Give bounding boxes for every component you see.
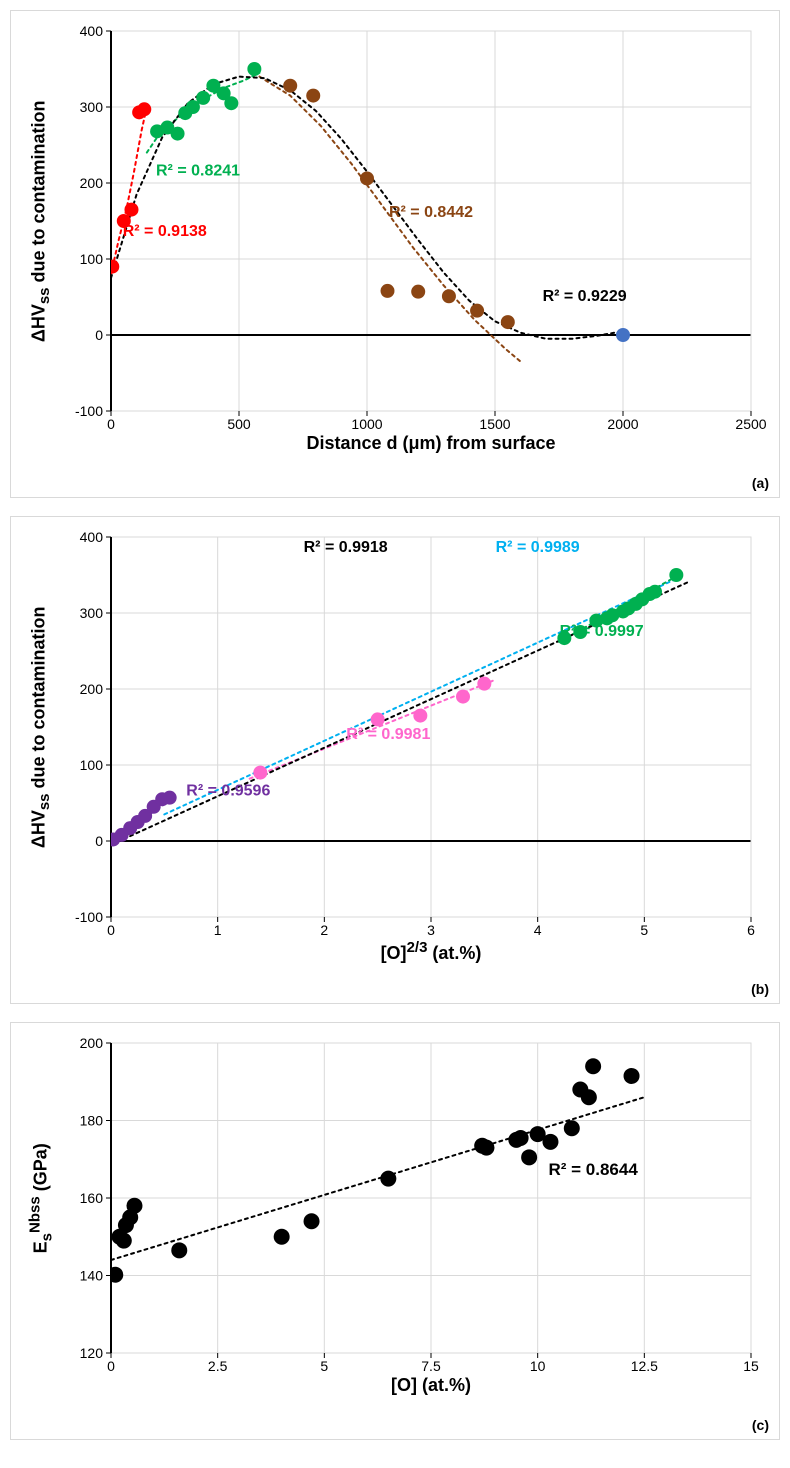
svg-text:200: 200 bbox=[80, 681, 104, 697]
svg-text:120: 120 bbox=[80, 1345, 104, 1361]
svg-text:200: 200 bbox=[80, 1035, 104, 1051]
svg-text:R² = 0.9229: R² = 0.9229 bbox=[543, 288, 627, 305]
plot-area-a: 05001000150020002500-1000100200300400R² … bbox=[21, 21, 769, 487]
chart-panel-a: 05001000150020002500-1000100200300400R² … bbox=[10, 10, 780, 498]
svg-text:-100: -100 bbox=[75, 403, 103, 419]
svg-text:160: 160 bbox=[80, 1190, 104, 1206]
svg-text:300: 300 bbox=[80, 605, 104, 621]
svg-text:0: 0 bbox=[95, 833, 103, 849]
svg-text:R² = 0.9981: R² = 0.9981 bbox=[346, 726, 430, 743]
svg-text:-100: -100 bbox=[75, 909, 103, 925]
svg-text:12.5: 12.5 bbox=[631, 1358, 658, 1374]
svg-text:1500: 1500 bbox=[479, 416, 510, 432]
chart-panel-c: 0 2.5 5 7.5 10 12.5 15 120 140 160 180 200 R² = 0.86… bbox=[10, 1022, 780, 1440]
svg-text:R² = 0.8442: R² = 0.8442 bbox=[389, 204, 473, 221]
panel-tag-a: (a) bbox=[752, 475, 769, 491]
svg-text:0: 0 bbox=[107, 1358, 115, 1374]
chart-panel-b: 0123456-1000100200300400R² = 0.9918R² = … bbox=[10, 516, 780, 1004]
svg-text:R² = 0.9138: R² = 0.9138 bbox=[123, 223, 207, 240]
svg-text:0: 0 bbox=[107, 922, 115, 938]
svg-text:R² = 0.9997: R² = 0.9997 bbox=[560, 623, 644, 640]
svg-text:R² = 0.9918: R² = 0.9918 bbox=[304, 539, 388, 556]
svg-text:1000: 1000 bbox=[351, 416, 382, 432]
svg-text:500: 500 bbox=[227, 416, 251, 432]
svg-text:R² = 0.9989: R² = 0.9989 bbox=[496, 539, 580, 556]
chart-svg-c: 0 2.5 5 7.5 10 12.5 15 120 140 160 180 200 R² = 0.86… bbox=[21, 1033, 771, 1429]
svg-text:2500: 2500 bbox=[735, 416, 766, 432]
svg-text:5: 5 bbox=[640, 922, 648, 938]
svg-text:R² = 0.8241: R² = 0.8241 bbox=[156, 162, 240, 179]
svg-text:15: 15 bbox=[743, 1358, 759, 1374]
svg-text:100: 100 bbox=[80, 251, 104, 267]
svg-text:6: 6 bbox=[747, 922, 755, 938]
svg-text:140: 140 bbox=[80, 1268, 104, 1284]
svg-text:3: 3 bbox=[427, 922, 435, 938]
svg-text:1: 1 bbox=[214, 922, 222, 938]
svg-text:180: 180 bbox=[80, 1113, 104, 1129]
plot-area-c: 0 2.5 5 7.5 10 12.5 15 120 140 160 180 200 R² = 0.86… bbox=[21, 1033, 769, 1429]
svg-text:200: 200 bbox=[80, 175, 104, 191]
svg-text:300: 300 bbox=[80, 99, 104, 115]
svg-text:400: 400 bbox=[80, 23, 104, 39]
panel-tag-b: (b) bbox=[751, 981, 769, 997]
plot-area-b: 0123456-1000100200300400R² = 0.9918R² = … bbox=[21, 527, 769, 993]
svg-text:10: 10 bbox=[530, 1358, 546, 1374]
svg-text:100: 100 bbox=[80, 757, 104, 773]
svg-text:2.5: 2.5 bbox=[208, 1358, 228, 1374]
panel-tag-c: (c) bbox=[752, 1417, 769, 1433]
svg-text:5: 5 bbox=[320, 1358, 328, 1374]
svg-text:400: 400 bbox=[80, 529, 104, 545]
svg-text:2: 2 bbox=[320, 922, 328, 938]
svg-text:4: 4 bbox=[534, 922, 542, 938]
svg-text:0: 0 bbox=[95, 327, 103, 343]
svg-text:0: 0 bbox=[107, 416, 115, 432]
svg-text:R² = 0.8644: R² = 0.8644 bbox=[548, 1160, 638, 1179]
chart-svg-b: 0123456-1000100200300400R² = 0.9918R² = … bbox=[21, 527, 771, 993]
svg-text:7.5: 7.5 bbox=[421, 1358, 441, 1374]
svg-text:2000: 2000 bbox=[607, 416, 638, 432]
svg-text:R² = 0.9596: R² = 0.9596 bbox=[186, 782, 270, 799]
chart-svg-a: 05001000150020002500-1000100200300400R² … bbox=[21, 21, 771, 487]
